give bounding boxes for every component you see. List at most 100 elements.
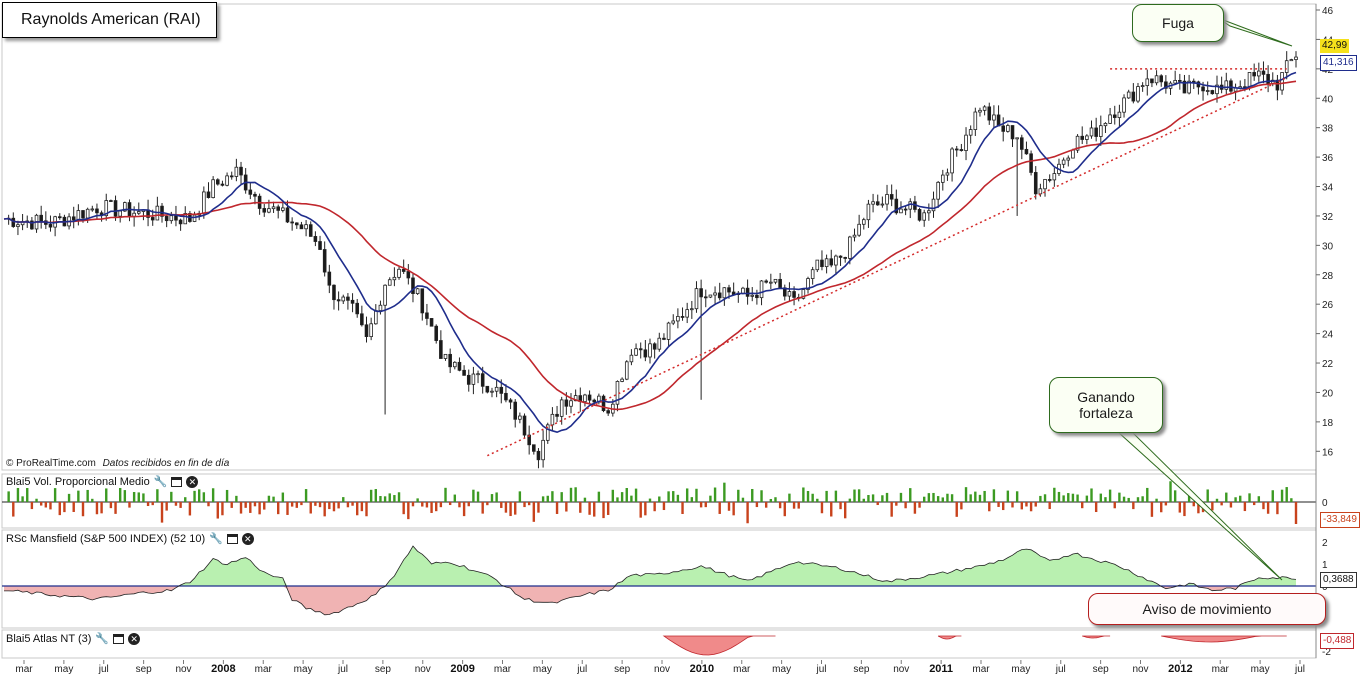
- rsc-panel-label: RSc Mansfield (S&P 500 INDEX) (52 10) 🔧 …: [4, 533, 256, 545]
- candle-body: [39, 214, 43, 222]
- volume-bar: [1276, 502, 1279, 515]
- volume-bar: [1243, 502, 1247, 512]
- volume-bar: [755, 502, 759, 508]
- candle-body: [685, 309, 689, 318]
- candle-body: [476, 373, 480, 376]
- x-tick-label: sep: [853, 664, 870, 674]
- volume-bar: [63, 502, 66, 513]
- volume-bar: [253, 502, 257, 507]
- volume-bar: [407, 502, 410, 520]
- close-icon[interactable]: ✕: [128, 633, 141, 645]
- candle-body: [629, 354, 634, 363]
- volume-bar: [388, 493, 391, 502]
- candle-body: [271, 206, 276, 210]
- candle-body: [676, 316, 680, 322]
- candle-body: [643, 349, 648, 358]
- chart-title-box: Raynolds American (RAI): [2, 2, 217, 38]
- panel-frame: [1, 629, 1317, 659]
- candle-body: [462, 369, 466, 376]
- volume-bar: [26, 484, 29, 502]
- volume-bar: [611, 489, 615, 502]
- volume-bar: [602, 502, 605, 519]
- candle-body: [657, 337, 662, 350]
- candle-body: [936, 181, 940, 200]
- candle-body: [308, 224, 313, 237]
- close-icon[interactable]: ✕: [186, 476, 199, 488]
- volume-bar: [328, 502, 331, 510]
- window-icon[interactable]: [113, 634, 125, 644]
- volume-bar: [77, 490, 80, 502]
- volume-bar: [230, 502, 233, 508]
- volume-bar: [899, 492, 903, 502]
- candle-body: [113, 200, 118, 217]
- y-tick-label: 36: [1322, 153, 1334, 164]
- volume-bar: [672, 491, 675, 502]
- candle-body: [834, 255, 838, 266]
- volume-bar: [560, 492, 563, 502]
- volume-bar: [53, 488, 57, 502]
- window-icon[interactable]: [171, 477, 183, 487]
- volume-bar: [453, 494, 457, 502]
- volume-bar: [1108, 489, 1112, 502]
- volume-bar: [444, 487, 447, 502]
- wrench-icon[interactable]: 🔧: [209, 532, 223, 545]
- volume-bar: [871, 494, 875, 502]
- candle-body: [852, 234, 857, 238]
- volume-bar: [1136, 497, 1140, 502]
- volume-bar: [170, 491, 173, 502]
- volume-bar: [1132, 502, 1135, 510]
- atlas-last-value: -0,488: [1323, 635, 1352, 646]
- candle-body: [429, 318, 434, 327]
- atlas-area: [662, 635, 776, 656]
- volume-bar: [848, 498, 852, 502]
- volume-bar: [658, 496, 661, 502]
- candle-body: [1210, 90, 1215, 95]
- candle-body: [1136, 86, 1140, 102]
- candle-body: [573, 395, 578, 402]
- candle-body: [1085, 135, 1089, 140]
- volume-bar: [91, 498, 94, 502]
- volume-bar: [820, 502, 824, 514]
- candle-body: [903, 208, 908, 211]
- y-tick-label: 30: [1322, 241, 1334, 252]
- candle-body: [425, 312, 429, 319]
- volume-bar: [881, 495, 884, 502]
- volume-bar: [448, 502, 452, 506]
- close-icon[interactable]: ✕: [241, 533, 254, 545]
- volume-bar: [648, 498, 652, 502]
- volume-bar: [132, 492, 136, 502]
- candle-body: [327, 271, 332, 286]
- volume-bar: [300, 502, 303, 506]
- volume-bar: [402, 502, 405, 515]
- x-tick-label: mar: [1212, 664, 1230, 674]
- volume-bar: [890, 502, 893, 517]
- candle-body: [755, 294, 759, 299]
- volume-bar: [569, 487, 573, 502]
- volume-bar: [1225, 492, 1228, 502]
- volume-bar: [978, 494, 982, 502]
- candle-body: [420, 288, 425, 314]
- volume-bar: [416, 498, 419, 502]
- wrench-icon[interactable]: 🔧: [153, 475, 168, 488]
- volume-bar: [397, 492, 401, 502]
- ma-value-tag: 41,316: [1320, 55, 1357, 71]
- candle-body: [722, 287, 727, 299]
- volume-bar: [1173, 490, 1177, 502]
- volume-bar: [1160, 502, 1163, 513]
- volume-bar: [606, 502, 610, 515]
- candle-body: [987, 106, 992, 121]
- volume-bar: [992, 489, 996, 502]
- candle-body: [1294, 56, 1298, 60]
- atlas-panel-label: Blai5 Atlas NT (3) 🔧 ✕: [4, 632, 143, 645]
- volume-bar: [100, 502, 103, 514]
- callout-aviso: Aviso de movimiento: [1088, 593, 1326, 625]
- atlas-last-tag: -0,488: [1320, 633, 1355, 649]
- volume-bar: [30, 502, 34, 510]
- window-icon[interactable]: [226, 534, 238, 544]
- wrench-icon[interactable]: 🔧: [95, 632, 110, 645]
- volume-bar: [476, 491, 480, 502]
- candle-body: [759, 280, 764, 299]
- candle-body: [439, 340, 443, 359]
- volume-bar: [1252, 502, 1256, 506]
- candle-body: [801, 289, 806, 299]
